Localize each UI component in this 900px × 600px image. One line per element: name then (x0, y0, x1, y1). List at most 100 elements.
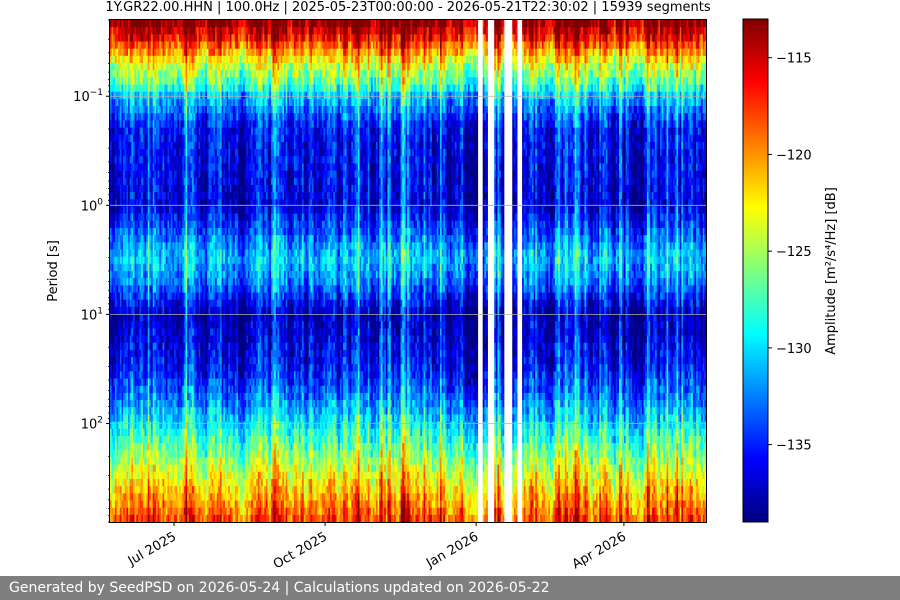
heatmap-cell (131, 378, 134, 387)
heatmap-cell (149, 443, 152, 451)
heatmap-cell (152, 113, 155, 121)
heatmap-cell (160, 435, 163, 444)
heatmap-cell (154, 292, 157, 300)
heatmap-cell (132, 77, 135, 85)
heatmap-cell (175, 149, 178, 157)
heatmap-cell (154, 514, 157, 523)
heatmap-cell (114, 471, 117, 480)
heatmap-cell (157, 256, 160, 265)
heatmap-cell (146, 134, 149, 143)
heatmap-cell (155, 192, 158, 200)
heatmap-cell (165, 385, 168, 394)
heatmap-cell (118, 127, 121, 136)
heatmap-cell (136, 435, 139, 444)
heatmap-cell (157, 421, 160, 430)
heatmap-cell (174, 306, 176, 315)
heatmap-cell (137, 342, 140, 351)
heatmap-cell (119, 192, 122, 200)
heatmap-cell (132, 450, 135, 458)
heatmap-cell (152, 450, 155, 458)
heatmap-cell (113, 256, 116, 265)
heatmap-cell (124, 77, 127, 85)
heatmap-cell (110, 106, 112, 114)
heatmap-cell (119, 321, 122, 329)
heatmap-cell (126, 292, 129, 300)
heatmap-cell (134, 163, 137, 171)
heatmap-cell (132, 98, 135, 107)
heatmap-cell (137, 220, 140, 229)
heatmap-cell (169, 34, 172, 42)
heatmap-cell (139, 335, 142, 344)
heatmap-cell (111, 263, 114, 272)
heatmap-cell (142, 407, 145, 415)
heatmap-cell (147, 464, 150, 473)
heatmap-cell (116, 450, 119, 458)
heatmap-cell (118, 163, 121, 171)
heatmap-cell (185, 235, 188, 243)
heatmap-cell (136, 514, 139, 523)
heatmap-cell (157, 141, 160, 150)
heatmap-cell (114, 170, 117, 179)
heatmap-cell (116, 321, 119, 329)
heatmap-cell (146, 500, 149, 508)
heatmap-cell (110, 321, 112, 329)
heatmap-cell (170, 299, 173, 308)
heatmap-cell (129, 91, 132, 100)
heatmap-cell (187, 285, 190, 293)
heatmap-cell (155, 242, 158, 250)
heatmap-cell (110, 149, 112, 157)
heatmap-cell (129, 120, 132, 128)
heatmap-cell (118, 500, 121, 508)
heatmap-cell (180, 41, 183, 49)
heatmap-cell (169, 342, 172, 351)
heatmap-cell (139, 299, 142, 308)
heatmap-cell (175, 27, 178, 35)
heatmap-cell (137, 385, 140, 394)
heatmap-cell (124, 20, 127, 28)
heatmap-cell (160, 285, 163, 293)
heatmap-cell (118, 478, 121, 487)
heatmap-cell (152, 500, 155, 508)
heatmap-cell (157, 349, 160, 358)
heatmap-cell (119, 55, 122, 64)
heatmap-cell (167, 170, 170, 179)
heatmap-cell (113, 400, 116, 408)
heatmap-cell (149, 421, 152, 430)
heatmap-cell (174, 385, 176, 394)
heatmap-cell (110, 314, 112, 322)
heatmap-cell (110, 55, 112, 64)
heatmap-cell (169, 113, 172, 121)
heatmap-cell (180, 120, 183, 128)
heatmap-cell (167, 464, 170, 473)
heatmap-cell (178, 55, 181, 64)
heatmap-cell (131, 70, 134, 78)
heatmap-cell (134, 134, 137, 143)
heatmap-cell (110, 235, 112, 243)
heatmap-cell (132, 357, 135, 365)
heatmap-cell (116, 421, 119, 430)
heatmap-cell (139, 314, 142, 322)
heatmap-cell (132, 84, 135, 93)
heatmap-cell (126, 120, 129, 128)
heatmap-cell (134, 450, 137, 458)
heatmap-cell (155, 48, 158, 57)
heatmap-cell (178, 34, 181, 42)
heatmap-cell (167, 48, 170, 57)
heatmap-cell (119, 278, 122, 286)
heatmap-cell (110, 91, 112, 100)
heatmap-cell (178, 48, 181, 57)
heatmap-cell (183, 500, 186, 508)
heatmap-cell (152, 170, 155, 179)
heatmap-cell (113, 206, 116, 214)
heatmap-cell (162, 213, 165, 222)
heatmap-cell (170, 149, 173, 157)
heatmap-cell (119, 306, 122, 315)
heatmap-cell (123, 342, 126, 351)
heatmap-cell (175, 84, 178, 93)
heatmap-cell (152, 314, 155, 322)
heatmap-cell (183, 299, 186, 308)
heatmap-cell (160, 507, 163, 516)
heatmap-cell (118, 55, 121, 64)
heatmap-cell (137, 493, 140, 501)
heatmap-cell (170, 314, 173, 322)
